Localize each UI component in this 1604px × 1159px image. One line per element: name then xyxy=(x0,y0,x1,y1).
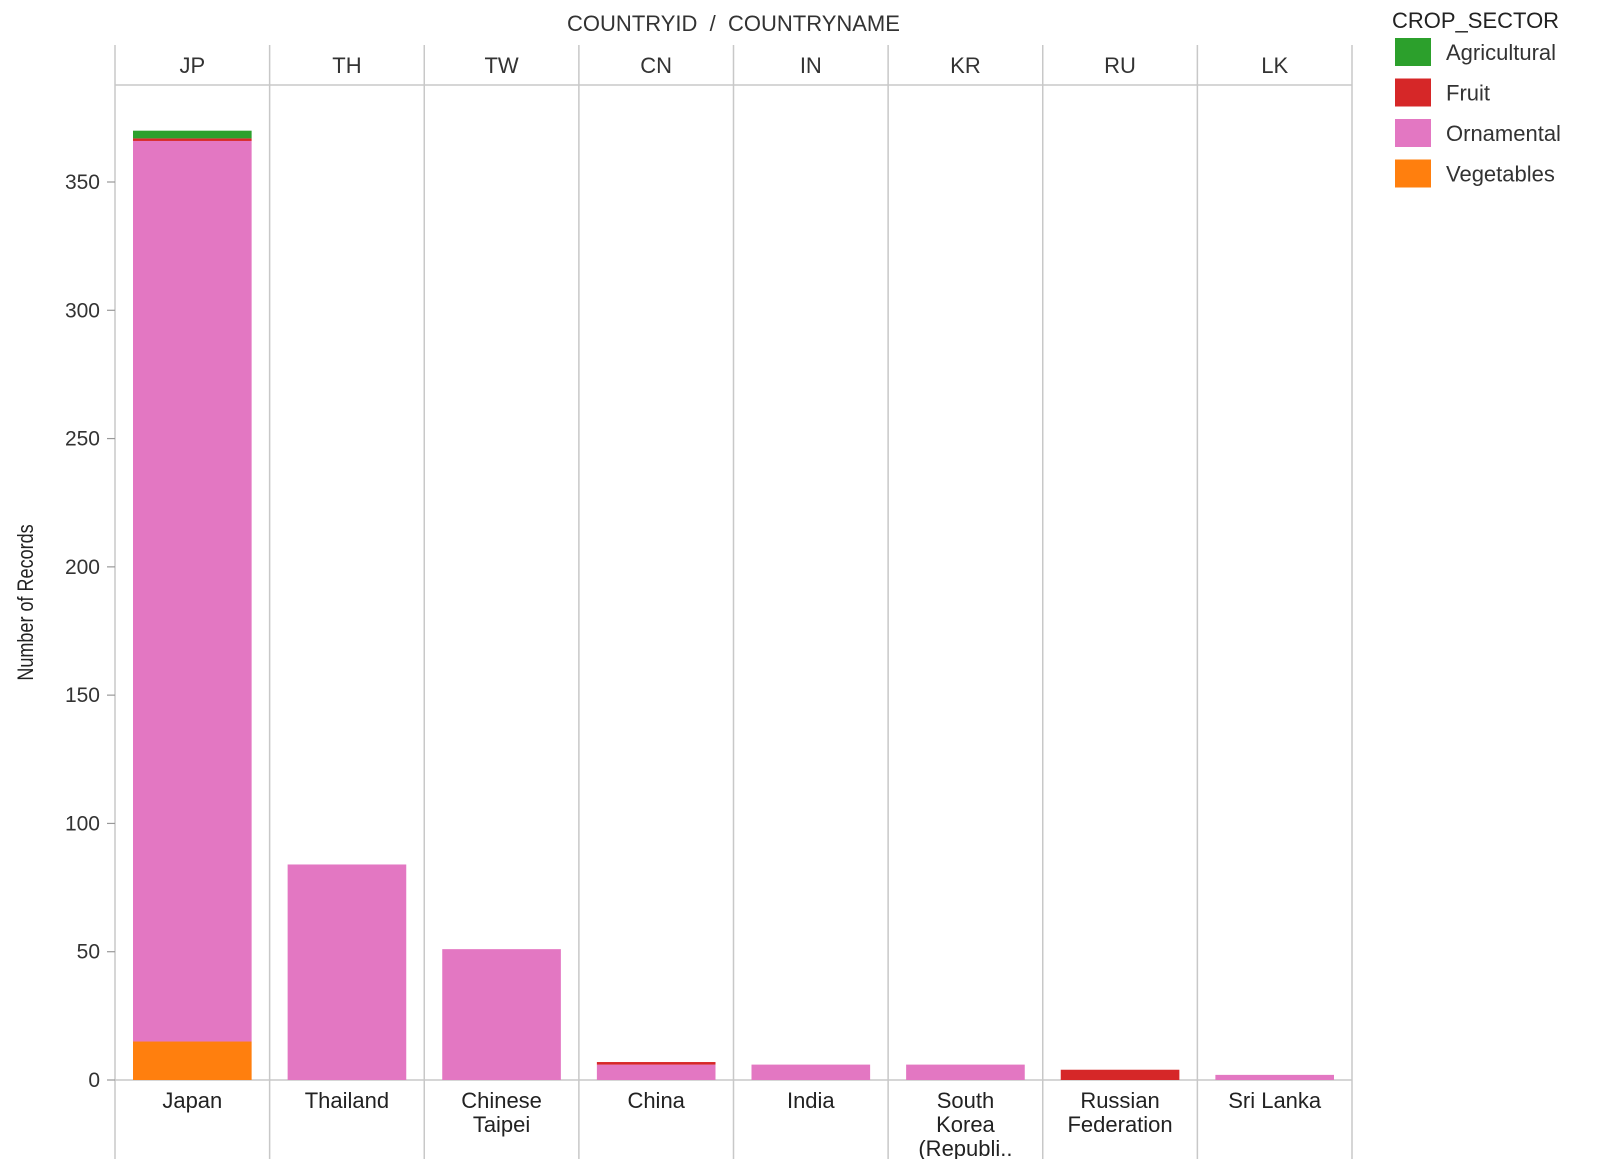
y-tick-label: 250 xyxy=(65,428,100,451)
category-label: Federation xyxy=(1067,1112,1172,1137)
country-id-headers: JP TH TW CN IN KR RU LK xyxy=(179,53,1288,78)
bar-segment-lk-ornamental[interactable] xyxy=(1215,1074,1334,1080)
legend-swatch xyxy=(1395,78,1431,107)
country-id-th: TH xyxy=(332,53,361,78)
country-id-ru: RU xyxy=(1104,53,1136,78)
y-tick-label: 350 xyxy=(65,171,100,194)
bar-segment-cn-fruit[interactable] xyxy=(596,1062,716,1065)
legend-title: CROP_SECTOR xyxy=(1392,8,1559,33)
country-id-jp: JP xyxy=(179,53,205,78)
bar-segment-jp-ornamental[interactable] xyxy=(133,140,252,1042)
category-label: Chinese xyxy=(461,1088,542,1113)
legend-swatch xyxy=(1395,119,1431,147)
bar-segment-ru-fruit[interactable] xyxy=(1060,1069,1180,1080)
category-label: Sri Lanka xyxy=(1228,1088,1322,1113)
y-tick-label: 100 xyxy=(65,812,100,835)
category-label: Taipei xyxy=(473,1112,530,1137)
legend-swatch xyxy=(1395,159,1431,188)
category-label: Russian xyxy=(1080,1088,1159,1113)
legend-label: Ornamental xyxy=(1446,121,1561,146)
y-tick-label: 150 xyxy=(65,684,100,707)
bar-segment-jp-vegetables[interactable] xyxy=(133,1041,252,1080)
y-tick-label: 200 xyxy=(65,556,100,579)
bar-segment-tw-ornamental[interactable] xyxy=(442,949,561,1080)
category-label: India xyxy=(787,1088,835,1113)
legend-item-vegetables[interactable]: Vegetables xyxy=(1395,159,1555,188)
bar-segment-cn-ornamental[interactable] xyxy=(596,1064,716,1080)
legend-label: Fruit xyxy=(1446,81,1490,106)
category-label: South xyxy=(937,1088,995,1113)
y-tick-label: 300 xyxy=(65,299,100,322)
legend-item-agricultural[interactable]: Agricultural xyxy=(1395,38,1556,66)
category-label: China xyxy=(627,1088,685,1113)
bar-segment-th-ornamental[interactable] xyxy=(287,864,407,1080)
bar-segment-kr-ornamental[interactable] xyxy=(906,1064,1025,1080)
country-id-tw: TW xyxy=(484,53,518,78)
legend-item-ornamental[interactable]: Ornamental xyxy=(1395,119,1561,147)
country-id-kr: KR xyxy=(950,53,981,78)
y-axis-label: Number of Records xyxy=(14,524,38,680)
legend-label: Vegetables xyxy=(1446,162,1555,187)
legend-label: Agricultural xyxy=(1446,40,1556,65)
y-axis: 0 50 100 150 200 250 300 350 xyxy=(65,171,115,1092)
category-label: Thailand xyxy=(305,1088,389,1113)
category-label: (Republi.. xyxy=(918,1136,1012,1159)
bar-segment-jp-fruit[interactable] xyxy=(133,138,252,141)
category-label: Korea xyxy=(936,1112,995,1137)
legend-swatch xyxy=(1395,38,1431,66)
y-tick-label: 0 xyxy=(88,1069,100,1092)
chart-header-title: COUNTRYID / COUNTRYNAME xyxy=(567,11,900,36)
bar-segment-jp-agricultural[interactable] xyxy=(133,130,252,139)
country-id-lk: LK xyxy=(1261,53,1288,78)
bars xyxy=(133,130,1334,1080)
y-tick-label: 50 xyxy=(77,941,100,964)
bar-segment-in-ornamental[interactable] xyxy=(751,1064,871,1080)
legend-item-fruit[interactable]: Fruit xyxy=(1395,78,1490,107)
legend[interactable]: CROP_SECTOR Agricultural Fruit Ornamental V… xyxy=(1392,8,1561,188)
country-id-in: IN xyxy=(800,53,822,78)
category-label: Japan xyxy=(162,1088,222,1113)
country-id-cn: CN xyxy=(640,53,672,78)
